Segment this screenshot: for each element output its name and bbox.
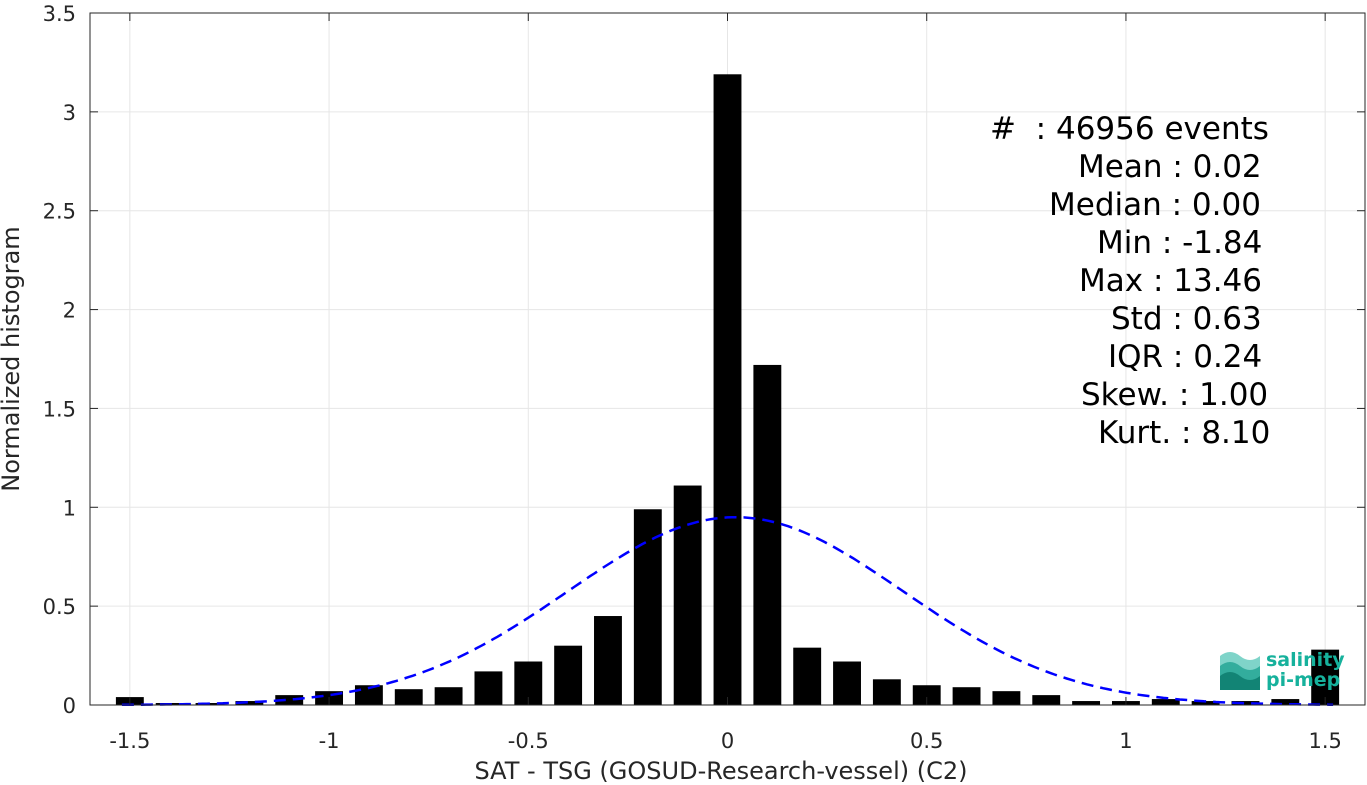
histogram-bars <box>115 74 1340 705</box>
x-tick-label: 0.5 <box>910 729 943 753</box>
logo-text-line1: salinity <box>1266 649 1345 671</box>
histogram-bar <box>394 689 423 705</box>
y-tick-label: 2 <box>63 299 76 323</box>
x-tick-label: -1 <box>319 729 340 753</box>
histogram-bar <box>833 661 861 705</box>
x-axis-ticks: -1.5 -1 -0.5 0 0.5 1 1.5 <box>109 13 1342 753</box>
y-tick-label: 3.5 <box>43 2 76 26</box>
y-tick-label: 1 <box>63 496 76 520</box>
stat-std: Std : 0.63 <box>1111 301 1262 337</box>
x-tick-label: 0 <box>721 729 734 753</box>
histogram-bar <box>992 691 1021 705</box>
histogram-bar <box>912 685 941 705</box>
histogram-bar <box>872 679 901 705</box>
stat-iqr: IQR : 0.24 <box>1108 339 1263 375</box>
logo-text-line2: pi-mep <box>1266 669 1341 691</box>
stat-mean: Mean : 0.02 <box>1078 149 1262 185</box>
histogram-bar <box>952 687 981 705</box>
histogram-bar <box>1231 701 1260 705</box>
normal-fit-curve <box>121 515 1334 707</box>
x-tick-label: -0.5 <box>508 729 549 753</box>
histogram-bar <box>713 74 742 705</box>
histogram-bar <box>793 647 822 705</box>
x-axis-label: SAT - TSG (GOSUD-Research-vessel) (C2) <box>475 757 968 785</box>
histogram-bar <box>1191 701 1220 705</box>
stat-median: Median : 0.00 <box>1049 187 1261 223</box>
y-axis-label: Normalized histogram <box>0 226 25 491</box>
x-tick-label: 1 <box>1119 729 1132 753</box>
histogram-bar <box>235 701 264 705</box>
x-tick-label: -1.5 <box>109 729 150 753</box>
histogram-bar <box>1311 649 1340 705</box>
y-tick-label: 1.5 <box>43 397 76 421</box>
histogram-bar <box>594 616 622 705</box>
stat-min: Min : -1.84 <box>1097 225 1263 261</box>
stat-skew: Skew. : 1.00 <box>1081 377 1269 413</box>
y-tick-label: 3 <box>63 101 76 125</box>
stat-events: # : 46956 events <box>990 111 1269 147</box>
histogram-bar <box>753 364 782 705</box>
histogram-bar <box>354 685 383 705</box>
histogram-bar <box>275 695 304 705</box>
histogram-bar <box>673 485 702 705</box>
y-tick-label: 0.5 <box>43 595 76 619</box>
histogram-bar <box>633 509 662 705</box>
histogram-bar <box>434 687 463 705</box>
stat-max: Max : 13.46 <box>1079 263 1262 299</box>
histogram-bar <box>554 645 583 705</box>
y-tick-label: 2.5 <box>43 200 76 224</box>
histogram-bar <box>1151 699 1180 705</box>
logo-wave-icon <box>1220 652 1260 690</box>
histogram-bar <box>1271 699 1300 705</box>
stat-kurt: Kurt. : 8.10 <box>1098 415 1271 451</box>
y-tick-label: 0 <box>63 694 76 718</box>
histogram-bar <box>1032 695 1061 705</box>
histogram-bar <box>474 671 503 705</box>
salinity-pi-mep-logo: salinity pi-mep <box>1216 646 1346 694</box>
histogram-bar <box>1072 701 1101 705</box>
x-tick-label: 1.5 <box>1308 729 1341 753</box>
y-axis-ticks: 0 0.5 1 1.5 2 2.5 3 3.5 <box>43 2 1365 718</box>
